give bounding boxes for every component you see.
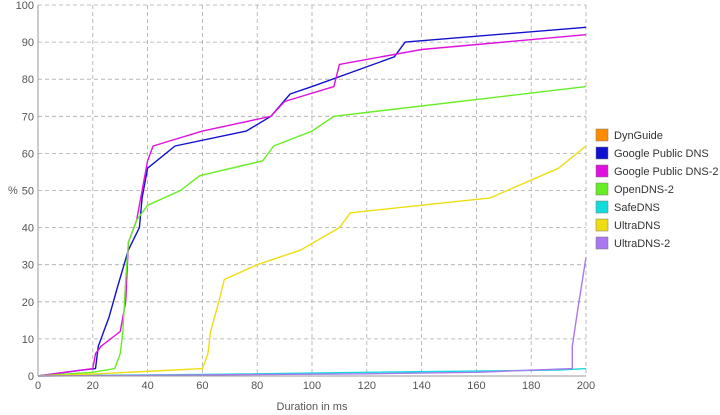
y-tick-label: 80 bbox=[22, 74, 34, 86]
legend-swatch bbox=[595, 200, 609, 214]
y-tick-label: 40 bbox=[22, 223, 34, 235]
x-tick-labels: 0 20 40 60 80 100 120 140 160 180 200 bbox=[35, 380, 595, 392]
legend: DynGuide Google Public DNS Google Public D… bbox=[595, 128, 719, 250]
y-tick-label: 60 bbox=[22, 148, 34, 160]
x-tick-label: 100 bbox=[303, 380, 321, 392]
y-tick-label: 20 bbox=[22, 297, 34, 309]
legend-entry-label: UltraDNS-2 bbox=[614, 238, 670, 250]
x-tick-label: 40 bbox=[141, 380, 153, 392]
x-tick-label: 120 bbox=[358, 380, 376, 392]
y-axis-label: % bbox=[8, 185, 18, 197]
x-axis-label: Duration in ms bbox=[277, 401, 348, 413]
legend-entry-label: UltraDNS bbox=[614, 220, 660, 232]
legend-swatch bbox=[595, 164, 609, 178]
grid bbox=[38, 4, 587, 376]
x-tick-label: 20 bbox=[87, 380, 99, 392]
legend-swatch bbox=[595, 182, 609, 196]
legend-entry-label: OpenDNS-2 bbox=[614, 184, 674, 196]
series-line-5 bbox=[37, 145, 587, 377]
series-line-3 bbox=[37, 85, 587, 377]
x-tick-label: 180 bbox=[522, 380, 540, 392]
y-tick-label: 100 bbox=[16, 0, 34, 12]
y-tick-label: 70 bbox=[22, 111, 34, 123]
y-tick-labels: 0 10 20 30 40 50 60 70 80 90 100 bbox=[16, 0, 34, 383]
legend-swatch bbox=[595, 128, 609, 142]
series-lines bbox=[37, 26, 587, 377]
legend-swatch bbox=[595, 236, 609, 250]
legend-entry-label: SafeDNS bbox=[614, 202, 660, 214]
y-tick-label: 90 bbox=[22, 37, 34, 49]
y-tick-label: 0 bbox=[28, 371, 34, 383]
legend-swatch bbox=[595, 218, 609, 232]
y-tick-label: 50 bbox=[22, 186, 34, 198]
x-tick-label: 200 bbox=[577, 380, 595, 392]
y-tick-label: 30 bbox=[22, 260, 34, 272]
y-tick-label: 10 bbox=[22, 334, 34, 346]
x-tick-label: 80 bbox=[251, 380, 263, 392]
legend-swatch bbox=[595, 146, 609, 160]
x-tick-label: 0 bbox=[35, 380, 41, 392]
series-line-6 bbox=[37, 257, 587, 377]
x-tick-label: 60 bbox=[196, 380, 208, 392]
series-line-2 bbox=[37, 34, 587, 377]
legend-entry-label: DynGuide bbox=[614, 130, 663, 142]
legend-entry-label: Google Public DNS bbox=[614, 148, 709, 160]
x-tick-label: 160 bbox=[467, 380, 485, 392]
x-tick-label: 140 bbox=[412, 380, 430, 392]
legend-entry-label: Google Public DNS-2 bbox=[614, 166, 719, 178]
